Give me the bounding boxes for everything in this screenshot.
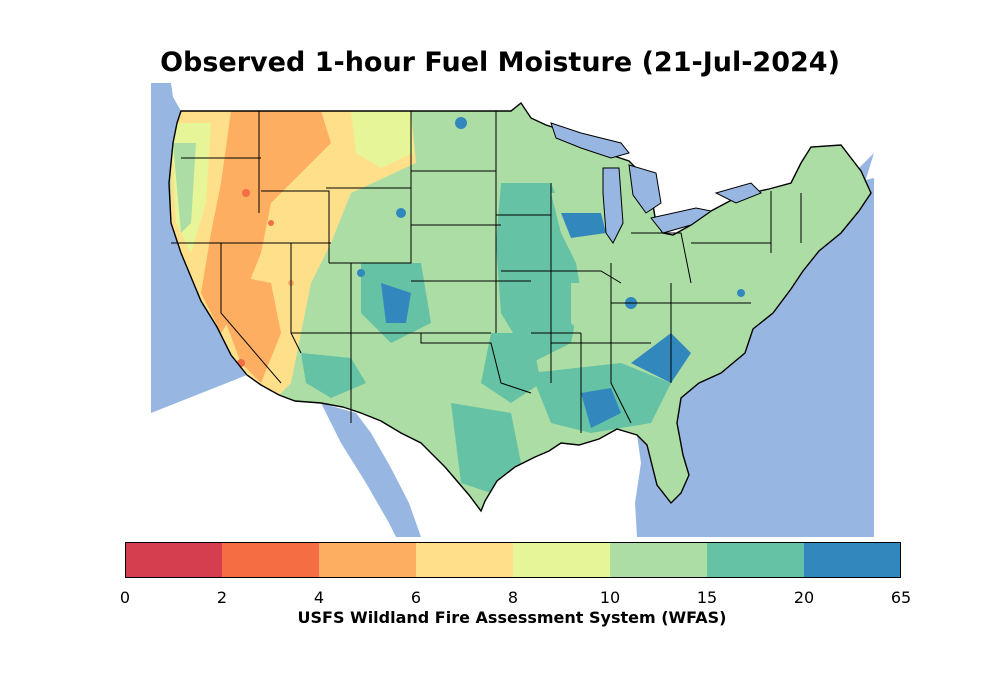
colorbar-tick-label: 10 bbox=[599, 588, 621, 607]
colorbar-tick-label: 15 bbox=[696, 588, 718, 607]
colorbar-bin bbox=[125, 542, 223, 578]
colorbar-bin bbox=[610, 542, 708, 578]
state-borders bbox=[171, 111, 802, 433]
lake-michigan bbox=[602, 167, 624, 244]
colorbar-tick-label: 20 bbox=[793, 588, 815, 607]
colorbar-bin bbox=[804, 542, 901, 578]
mexico-land bbox=[151, 375, 641, 537]
lake-superior bbox=[550, 122, 630, 159]
colorbar-bin bbox=[319, 542, 417, 578]
colorbar-label: USFS Wildland Fire Assessment System (WF… bbox=[297, 608, 727, 627]
colorbar-tick-label: 8 bbox=[507, 588, 519, 607]
colorbar-tick-label: 4 bbox=[313, 588, 325, 607]
gulf-of-california bbox=[321, 403, 421, 537]
colorbar-tick-label: 2 bbox=[216, 588, 228, 607]
colorbar-tick-label: 65 bbox=[890, 588, 912, 607]
colorbar-bin bbox=[416, 542, 514, 578]
colorbar bbox=[125, 542, 901, 578]
map-title: Observed 1-hour Fuel Moisture (21-Jul-20… bbox=[160, 47, 840, 78]
lake-huron bbox=[628, 164, 662, 214]
colorbar-bin bbox=[513, 542, 611, 578]
colorbar-bin bbox=[222, 542, 320, 578]
colorbar-tick-label: 6 bbox=[410, 588, 422, 607]
lake-erie bbox=[650, 207, 713, 234]
colorbar-bin bbox=[707, 542, 805, 578]
fuel-moisture-map bbox=[151, 83, 874, 537]
canada-land bbox=[171, 83, 874, 235]
colorbar-tick-label: 0 bbox=[119, 588, 131, 607]
lake-ontario bbox=[714, 182, 762, 204]
